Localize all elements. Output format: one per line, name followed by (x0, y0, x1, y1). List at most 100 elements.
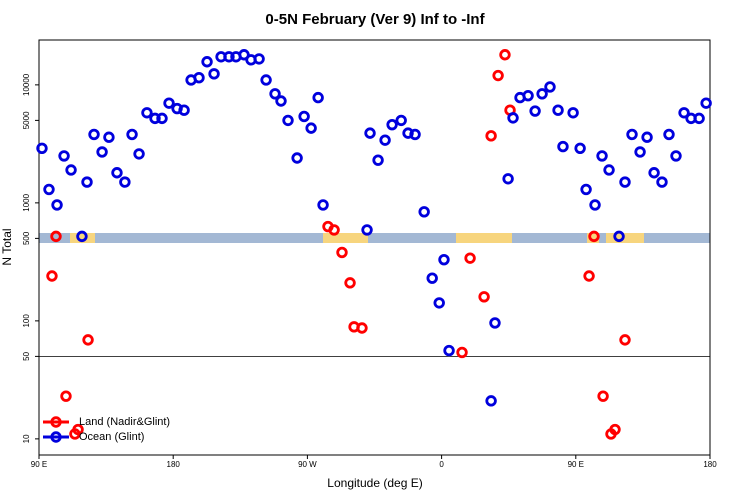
chart-title: 0-5N February (Ver 9) Inf to -Inf (265, 11, 485, 28)
data-point (619, 176, 631, 188)
data-point (193, 72, 205, 84)
data-point (700, 97, 712, 109)
data-point (603, 164, 615, 176)
data-point (156, 112, 168, 125)
legend-marker (50, 416, 62, 428)
data-point (499, 49, 511, 61)
x-tick-label: 0 (439, 460, 444, 469)
data-point (634, 146, 646, 158)
land-segment (587, 233, 599, 243)
land-segment (323, 233, 368, 243)
y-tick-label: 10000 (22, 73, 31, 96)
data-point (111, 167, 123, 179)
data-point (364, 127, 376, 139)
data-point (536, 88, 548, 100)
data-point (43, 183, 55, 196)
data-point (507, 112, 519, 124)
data-point (597, 390, 609, 402)
data-point (386, 118, 398, 131)
data-point (50, 230, 62, 243)
plot-frame (38, 39, 711, 456)
data-point (208, 68, 220, 80)
data-point (82, 334, 94, 346)
data-point (502, 173, 514, 185)
y-tick-label: 50 (22, 351, 31, 360)
data-point (361, 224, 373, 236)
data-point (51, 199, 63, 211)
data-point (372, 154, 384, 166)
data-point (58, 150, 70, 162)
data-point (529, 105, 541, 117)
land-segment (606, 233, 644, 243)
data-point (619, 334, 631, 346)
land-segment (70, 233, 95, 243)
ocean-band (39, 233, 710, 243)
data-point (46, 270, 58, 282)
data-point (648, 167, 660, 179)
data-point (275, 95, 287, 107)
land-segment (456, 233, 512, 243)
data-point (96, 146, 108, 158)
data-point (656, 176, 668, 188)
data-point (88, 128, 100, 141)
data-point (574, 142, 586, 155)
data-point (356, 322, 368, 334)
x-tick-label: 180 (167, 460, 181, 469)
data-point (567, 107, 579, 119)
x-tick-label: 90 E (31, 460, 47, 469)
data-point (201, 56, 213, 68)
x-axis-label: Longitude (deg E) (327, 476, 422, 490)
data-point (544, 81, 556, 93)
data-point (456, 346, 468, 359)
data-point (76, 230, 88, 243)
data-point (395, 114, 407, 127)
data-point (126, 128, 138, 141)
data-point (557, 140, 569, 153)
data-point (409, 128, 421, 141)
data-point (119, 176, 131, 188)
data-point (103, 131, 115, 143)
x-tick-label: 90 W (298, 460, 317, 469)
data-point (580, 183, 592, 196)
y-tick-label: 500 (22, 231, 31, 245)
data-point (344, 277, 356, 289)
data-point (464, 252, 476, 264)
data-point (641, 131, 653, 143)
data-point (269, 88, 281, 100)
data-point (522, 89, 534, 102)
data-point (81, 176, 93, 188)
x-tick-label: 180 (703, 460, 717, 469)
data-point (489, 317, 501, 329)
data-point (613, 230, 625, 243)
data-point (328, 224, 340, 236)
data-point (443, 344, 455, 357)
data-point (260, 74, 272, 86)
data-point (223, 51, 235, 63)
data-point (69, 428, 81, 440)
data-point (605, 428, 617, 440)
data-point (663, 128, 675, 141)
data-point (149, 112, 161, 125)
data-point (141, 107, 153, 119)
data-point (693, 112, 705, 125)
legend-label: Land (Nadir&Glint) (79, 416, 170, 428)
x-tick-label: 90 E (568, 460, 584, 469)
data-point (282, 114, 294, 127)
y-tick-label: 100 (22, 314, 31, 328)
data-point (426, 272, 438, 284)
data-point (433, 297, 445, 309)
data-point (291, 152, 303, 164)
data-point (438, 253, 450, 266)
data-point (36, 142, 48, 155)
data-point (253, 53, 265, 65)
land-mask-band (39, 233, 710, 243)
data-point (670, 150, 682, 162)
data-point (678, 107, 690, 119)
data-point (418, 206, 430, 218)
legend-label: Ocean (Glint) (79, 431, 144, 443)
data-point (379, 134, 391, 146)
legend-marker (50, 431, 62, 443)
data-point (317, 199, 329, 211)
data-point (305, 122, 317, 134)
